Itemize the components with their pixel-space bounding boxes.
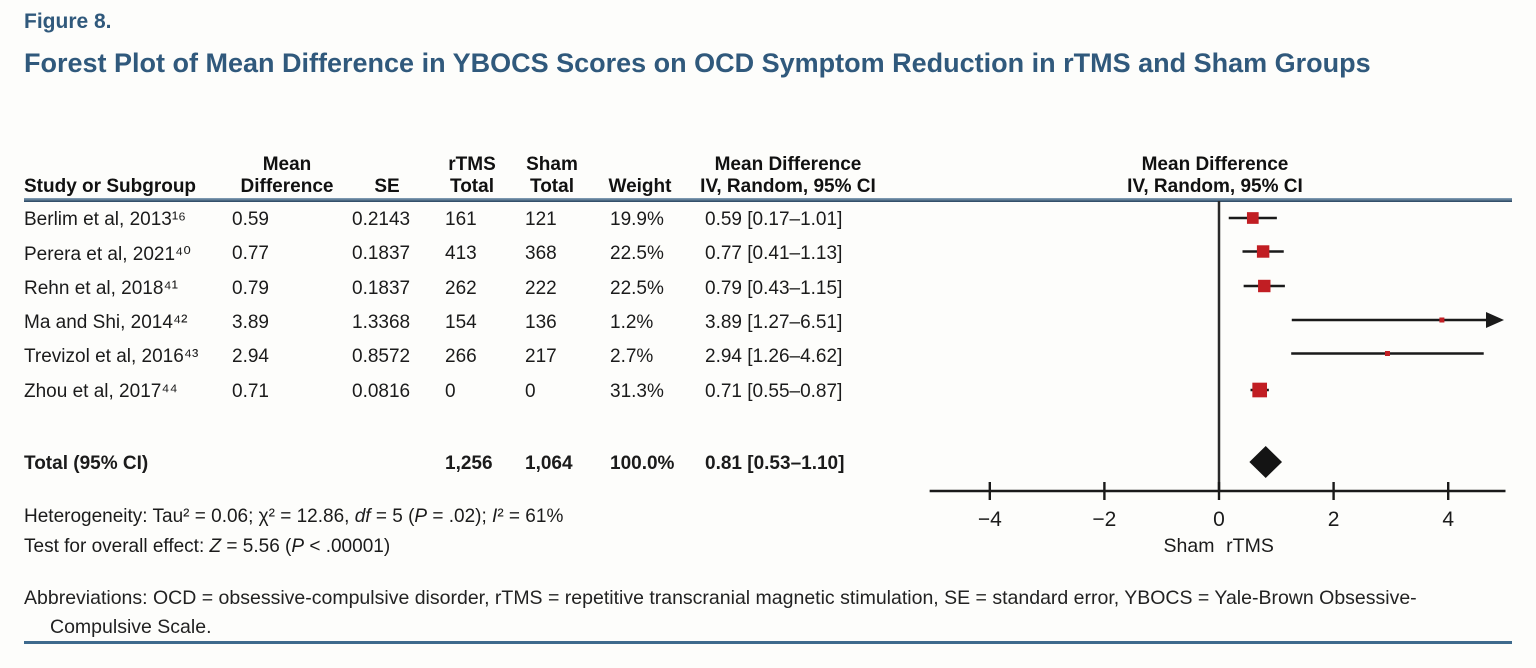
study-name: Berlim et al, 2013¹⁶ [24,209,187,231]
mean-difference-value: 0.59 [232,209,269,231]
sham-total-value: 368 [525,243,557,265]
total-weight-value: 100.0% [610,453,675,475]
rtms-total-value: 262 [445,277,477,299]
total-label: Total (95% CI) [24,453,149,475]
total-row: Total (95% CI) 1,256 1,064 100.0% 0.81 [… [24,447,912,481]
forest-plot: −4 −2 0 2 4 Sham rTMS [929,201,1506,557]
se-value: 0.1837 [352,277,411,299]
total-rtms-value: 1,256 [445,453,493,475]
table-row: Ma and Shi, 2014⁴² 3.89 1.3368 154 136 1… [24,306,912,340]
ci-text: 2.94 [1.26–4.62] [705,346,843,368]
rtms-total-value: 413 [445,243,477,265]
ci-text: 0.71 [0.55–0.87] [705,380,843,402]
study-name: Zhou et al, 2017⁴⁴ [24,380,178,402]
table-header-row: Study or Subgroup Mean Difference SE rTMS… [24,138,912,198]
effect-marker [1252,382,1268,398]
ci-text: 0.77 [0.41–1.13] [705,243,843,265]
weight-value: 31.3% [610,380,664,402]
header-weight: Weight [608,176,672,197]
se-value: 1.3368 [352,312,411,334]
table-row: Rehn et al, 2018⁴¹ 0.79 0.1837 262 222 2… [24,272,912,306]
sham-total-value: 121 [525,209,557,231]
header-mean-difference: Mean Difference [240,154,334,197]
total-sham-value: 1,064 [525,453,573,475]
axis-label-sham: Sham [1164,535,1215,557]
tick-label: 2 [1328,508,1340,531]
weight-value: 22.5% [610,243,664,265]
stats-block: Heterogeneity: Tau² = 0.06; χ² = 12.86, … [24,502,563,562]
rtms-total-value: 154 [445,312,477,334]
plot-header: Mean Difference IV, Random, 95% CI [1127,154,1303,197]
overall-effect-line: Test for overall effect: Z = 5.56 (P < .… [24,536,391,557]
effect-marker [1246,212,1259,224]
effect-marker [1258,279,1271,293]
effect-marker [1256,245,1270,258]
sham-total-value: 217 [525,346,557,368]
effect-marker [1384,351,1390,356]
header-sham-total: Sham Total [526,154,578,197]
axis-label-rtms: rTMS [1226,535,1274,557]
table-row: Zhou et al, 2017⁴⁴ 0.71 0.0816 0 0 31.3%… [24,374,912,408]
total-ci-text: 0.81 [0.53–1.10] [705,453,845,475]
table-row: Trevizol et al, 2016⁴³ 2.94 0.8572 266 2… [24,340,912,374]
rtms-total-value: 161 [445,209,477,231]
tick-label: 4 [1442,508,1454,531]
ci-text: 0.79 [0.43–1.15] [705,277,843,299]
sham-total-value: 0 [525,380,536,402]
se-value: 0.0816 [352,380,411,402]
effect-marker [1439,317,1445,323]
table-body: Berlim et al, 2013¹⁶ 0.59 0.2143 161 121… [24,203,912,409]
mean-difference-value: 2.94 [232,346,269,368]
mean-difference-value: 0.77 [232,243,269,265]
se-value: 0.2143 [352,209,411,231]
ci-text: 0.59 [0.17–1.01] [705,209,843,231]
ci-text: 3.89 [1.27–6.51] [705,312,843,334]
weight-value: 19.9% [610,209,664,231]
figure-title: Forest Plot of Mean Difference in YBOCS … [24,48,1371,78]
heterogeneity-line: Heterogeneity: Tau² = 0.06; χ² = 12.86, … [24,506,564,527]
mean-difference-value: 3.89 [232,312,269,334]
sham-total-value: 136 [525,312,557,334]
total-diamond [1249,446,1283,478]
sham-total-value: 222 [525,277,557,299]
se-value: 0.8572 [352,346,411,368]
study-name: Ma and Shi, 2014⁴² [24,312,188,334]
mean-difference-value: 0.79 [232,277,269,299]
table-row: Berlim et al, 2013¹⁶ 0.59 0.2143 161 121… [24,203,912,237]
rtms-total-value: 266 [445,346,477,368]
mean-difference-value: 0.71 [232,380,269,402]
tick-label: 0 [1213,508,1225,531]
figure-number: Figure 8. [24,10,112,33]
header-study: Study or Subgroup [24,176,197,197]
weight-value: 22.5% [610,277,664,299]
footer-rule [24,641,1512,644]
table-row: Perera et al, 2021⁴⁰ 0.77 0.1837 413 368… [24,237,912,271]
forest-table: Study or Subgroup Mean Difference SE rTMS… [24,138,912,409]
se-value: 0.1837 [352,243,411,265]
ci-arrow [1486,312,1504,328]
rtms-total-value: 0 [445,380,456,402]
header-se: SE [374,176,400,197]
header-ci: Mean Difference IV, Random, 95% CI [700,154,876,197]
study-name: Trevizol et al, 2016⁴³ [24,346,199,368]
header-rule [24,198,1512,202]
weight-value: 1.2% [610,312,654,334]
tick-label: −4 [978,508,1002,531]
tick-label: −2 [1092,508,1116,531]
abbreviations-note: Abbreviations: OCD = obsessive-compulsiv… [24,587,1417,638]
study-name: Perera et al, 2021⁴⁰ [24,243,191,265]
study-name: Rehn et al, 2018⁴¹ [24,277,178,299]
weight-value: 2.7% [610,346,654,368]
header-rtms-total: rTMS Total [448,154,496,197]
